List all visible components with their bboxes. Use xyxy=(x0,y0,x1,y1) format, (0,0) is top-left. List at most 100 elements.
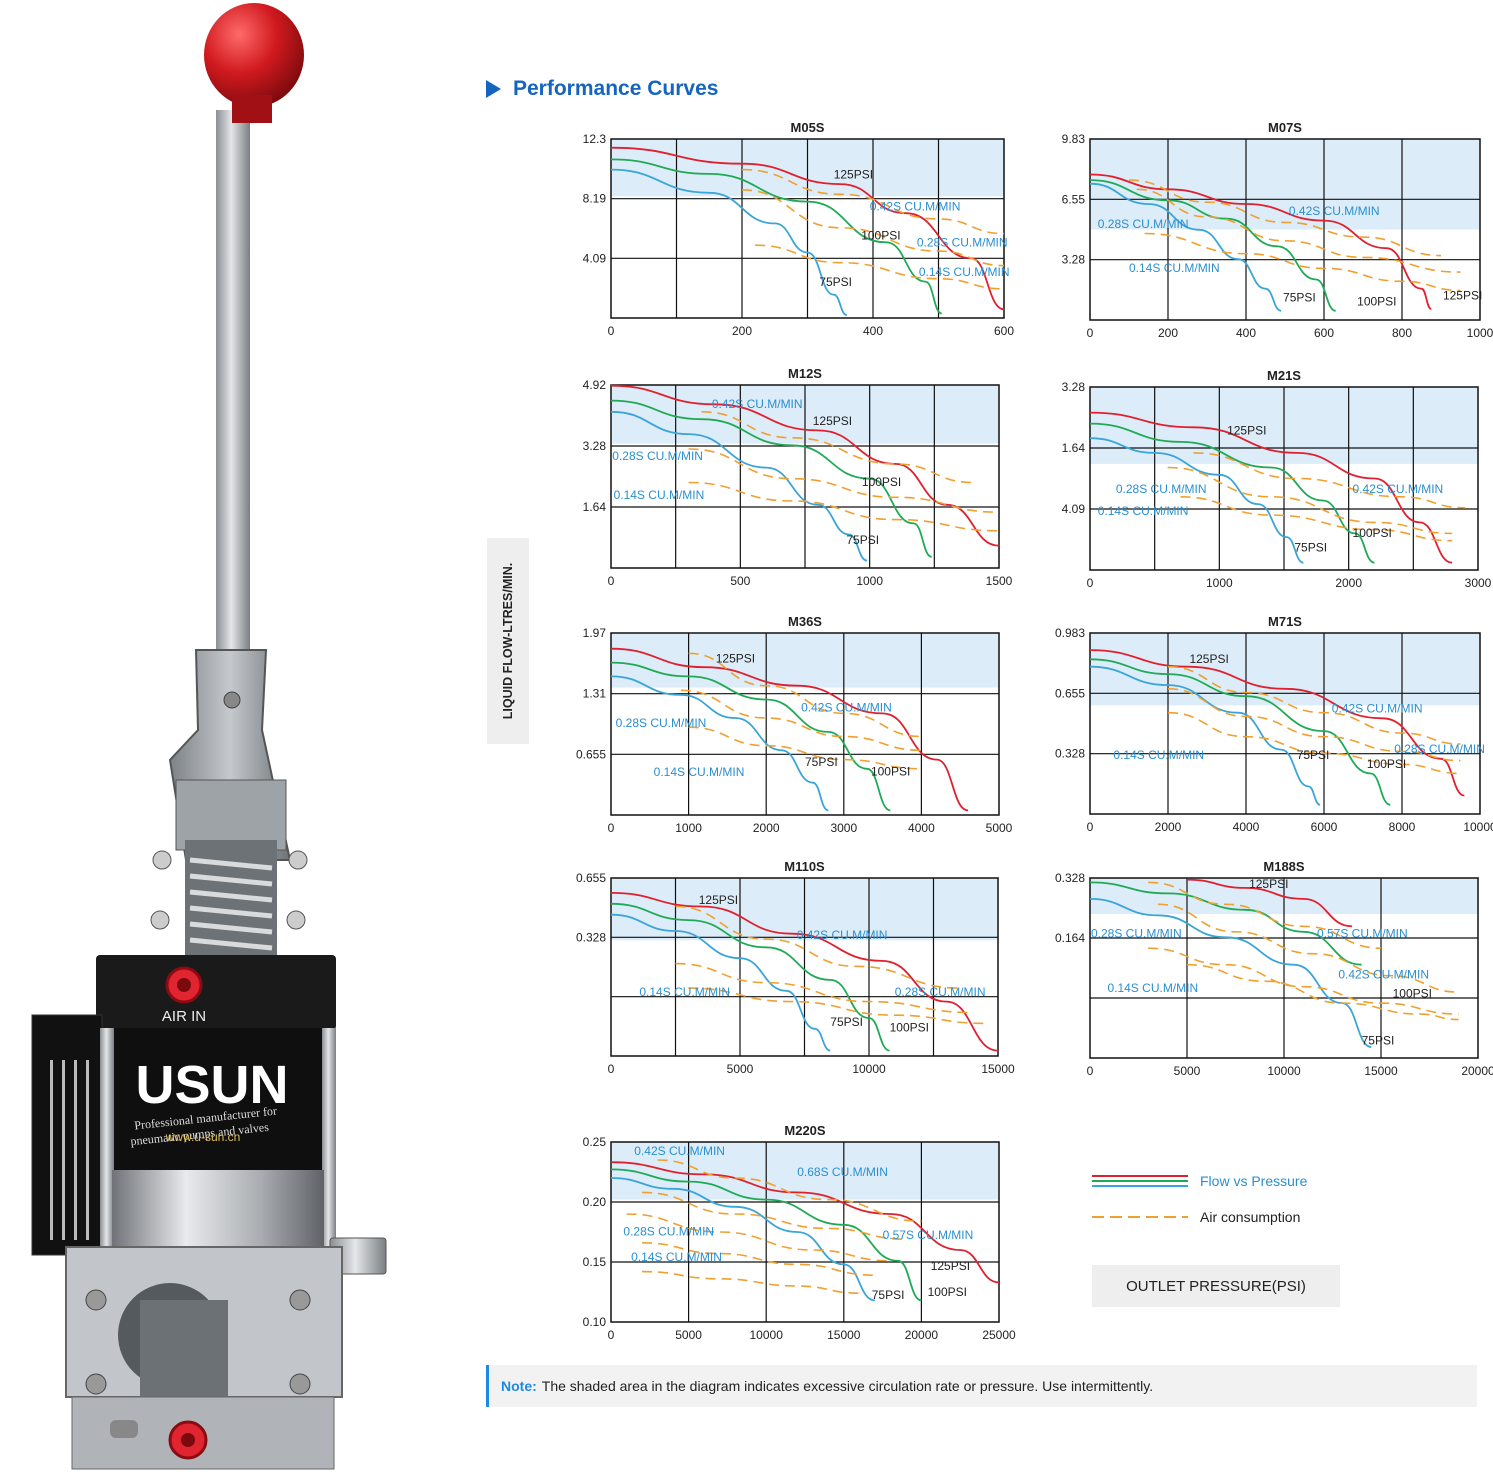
x-tick-label: 1000 xyxy=(1206,576,1233,590)
x-tick-label: 15000 xyxy=(1364,1064,1398,1078)
y-tick-label: 8.19 xyxy=(583,192,607,206)
chart-m220s: M220S 0 5000 10000 15000 20000 25000 0.25 0.20 0.… xyxy=(583,1123,1016,1389)
flow-curve-75psi xyxy=(1089,437,1304,564)
flow-curve-125psi xyxy=(610,892,999,1052)
flow-curve-100psi xyxy=(610,158,943,315)
x-tick-label: 1000 xyxy=(675,821,702,835)
flow-curve-100psi xyxy=(1089,881,1362,966)
curve-label: 100PSI xyxy=(890,1021,929,1035)
curve-label: 75PSI xyxy=(805,755,838,769)
x-tick-label: 4000 xyxy=(908,821,935,835)
y-tick-label: 0.655 xyxy=(1055,686,1085,700)
curve-label: 0.42S CU.M/MIN xyxy=(1289,204,1380,218)
air-curve-0-28s-cu-m-min xyxy=(1136,188,1461,273)
curve-label: 100PSI xyxy=(1393,987,1432,1001)
chart-title: M12S xyxy=(788,366,822,381)
x-tick-label: 25000 xyxy=(982,1328,1016,1342)
x-tick-label: 15000 xyxy=(827,1328,861,1342)
x-tick-label: 0 xyxy=(608,1328,615,1342)
chart-m12s: M12S 0 500 1000 1500 4.92 3.28 1.64 0.42S CU.M/M… xyxy=(583,366,1013,588)
air-curve-0-14s-cu-m-min xyxy=(1186,963,1459,1021)
air-curve-0-28s-cu-m-min xyxy=(688,448,1000,513)
chart-m36s: M36S 0 1000 2000 3000 4000 5000 1.97 1.31 0.655 12… xyxy=(576,614,1013,835)
curve-label: 125PSI xyxy=(716,652,755,666)
plot-frame xyxy=(1089,138,1481,321)
plot-frame xyxy=(610,1141,1000,1323)
curve-label: 0.68S CU.M/MIN xyxy=(797,1165,888,1179)
air-curve-0-42s-cu-m-min xyxy=(701,411,974,484)
air-legend-swatch xyxy=(1092,1216,1188,1218)
air-curve-0-28s-cu-m-min xyxy=(680,689,922,752)
curve-label: 0.42S CU.M/MIN xyxy=(712,397,803,411)
y-tick-label: 0.164 xyxy=(1055,931,1085,945)
y-tick-label: 4.92 xyxy=(583,378,607,392)
air-curve-0-14s-cu-m-min xyxy=(688,726,922,770)
x-tick-label: 3000 xyxy=(1465,576,1492,590)
flow-curve-75psi xyxy=(1089,898,1372,1048)
y-tick-label: 3.28 xyxy=(1062,253,1086,267)
flow-curve-125psi xyxy=(1089,173,1432,310)
flow-curve-100psi xyxy=(610,1168,922,1302)
air-curve-0-28s-cu-m-min xyxy=(741,189,1005,267)
curve-label: 100PSI xyxy=(861,228,900,242)
curve-label: 0.28S CU.M/MIN xyxy=(917,236,1008,250)
air-curve-0-14s-cu-m-min xyxy=(755,244,1005,290)
x-tick-label: 0 xyxy=(608,821,615,835)
y-tick-label: 12.3 xyxy=(583,132,607,146)
flow-curve-125psi xyxy=(610,647,969,812)
flow-curve-75psi xyxy=(1089,665,1321,806)
y-tick-label: 6.55 xyxy=(1062,192,1086,206)
air-curve-0-57s-cu-m-min xyxy=(641,1191,906,1240)
x-tick-label: 1500 xyxy=(986,574,1013,588)
curve-label: 0.14S CU.M/MIN xyxy=(639,985,730,999)
chart-title: M07S xyxy=(1268,120,1302,135)
x-tick-label: 0 xyxy=(608,1062,615,1076)
curve-label: 0.28S CU.M/MIN xyxy=(895,985,986,999)
curve-label: 100PSI xyxy=(1357,294,1396,308)
curve-label: 100PSI xyxy=(1353,526,1392,540)
note-label: Note: xyxy=(501,1378,537,1394)
curve-label: 125PSI xyxy=(931,1259,970,1273)
x-tick-label: 500 xyxy=(730,574,750,588)
flow-curve-75psi xyxy=(610,913,831,1052)
curve-label: 75PSI xyxy=(1283,291,1316,305)
air-curve-0-42s-cu-m-min xyxy=(1167,665,1461,745)
plot-frame xyxy=(610,632,1000,816)
x-tick-label: 400 xyxy=(863,324,883,338)
curve-label: 75PSI xyxy=(1362,1033,1395,1047)
shaded-area xyxy=(611,1142,999,1200)
flow-curve-75psi xyxy=(610,410,868,562)
chart-m07s: M07S 0 200 400 600 800 1000 9.83 6.55 3.28 0.42S C… xyxy=(1062,120,1493,340)
chart-title: M36S xyxy=(788,614,822,629)
air-curve-0-28s-cu-m-min xyxy=(675,962,973,1014)
x-tick-label: 20000 xyxy=(1461,1064,1493,1078)
curve-label: 0.57S CU.M/MIN xyxy=(883,1228,974,1242)
chart-title: M188S xyxy=(1263,859,1305,874)
plot-frame xyxy=(610,877,999,1057)
flow-curve-125psi xyxy=(1089,649,1465,797)
chart-title: M21S xyxy=(1267,368,1301,383)
x-tick-label: 2000 xyxy=(753,821,780,835)
flow-curve-75psi xyxy=(610,168,848,316)
curve-label: 100PSI xyxy=(871,764,910,778)
x-tick-label: 10000 xyxy=(1463,820,1493,834)
chart-title: M220S xyxy=(784,1123,826,1138)
curve-label: 0.14S CU.M/MIN xyxy=(614,488,705,502)
x-tick-label: 600 xyxy=(994,324,1014,338)
curve-label: 0.42S CU.M/MIN xyxy=(1332,702,1423,716)
x-tick-label: 0 xyxy=(1087,1064,1094,1078)
x-tick-label: 15000 xyxy=(981,1062,1015,1076)
curve-label: 0.28S CU.M/MIN xyxy=(616,716,707,730)
curve-label: 125PSI xyxy=(1249,877,1288,891)
curve-label: 0.14S CU.M/MIN xyxy=(919,265,1010,279)
x-tick-label: 200 xyxy=(1158,326,1178,340)
air-curve-0-42s-cu-m-min xyxy=(1128,179,1442,257)
handle-knob-icon xyxy=(204,3,304,107)
x-tick-label: 10000 xyxy=(1267,1064,1301,1078)
curve-label: 0.28S CU.M/MIN xyxy=(1098,217,1189,231)
curve-label: 100PSI xyxy=(1367,757,1406,771)
x-tick-label: 0 xyxy=(608,574,615,588)
shaded-area xyxy=(611,633,999,688)
curve-label: 75PSI xyxy=(1297,748,1330,762)
chart-title: M110S xyxy=(784,859,825,874)
